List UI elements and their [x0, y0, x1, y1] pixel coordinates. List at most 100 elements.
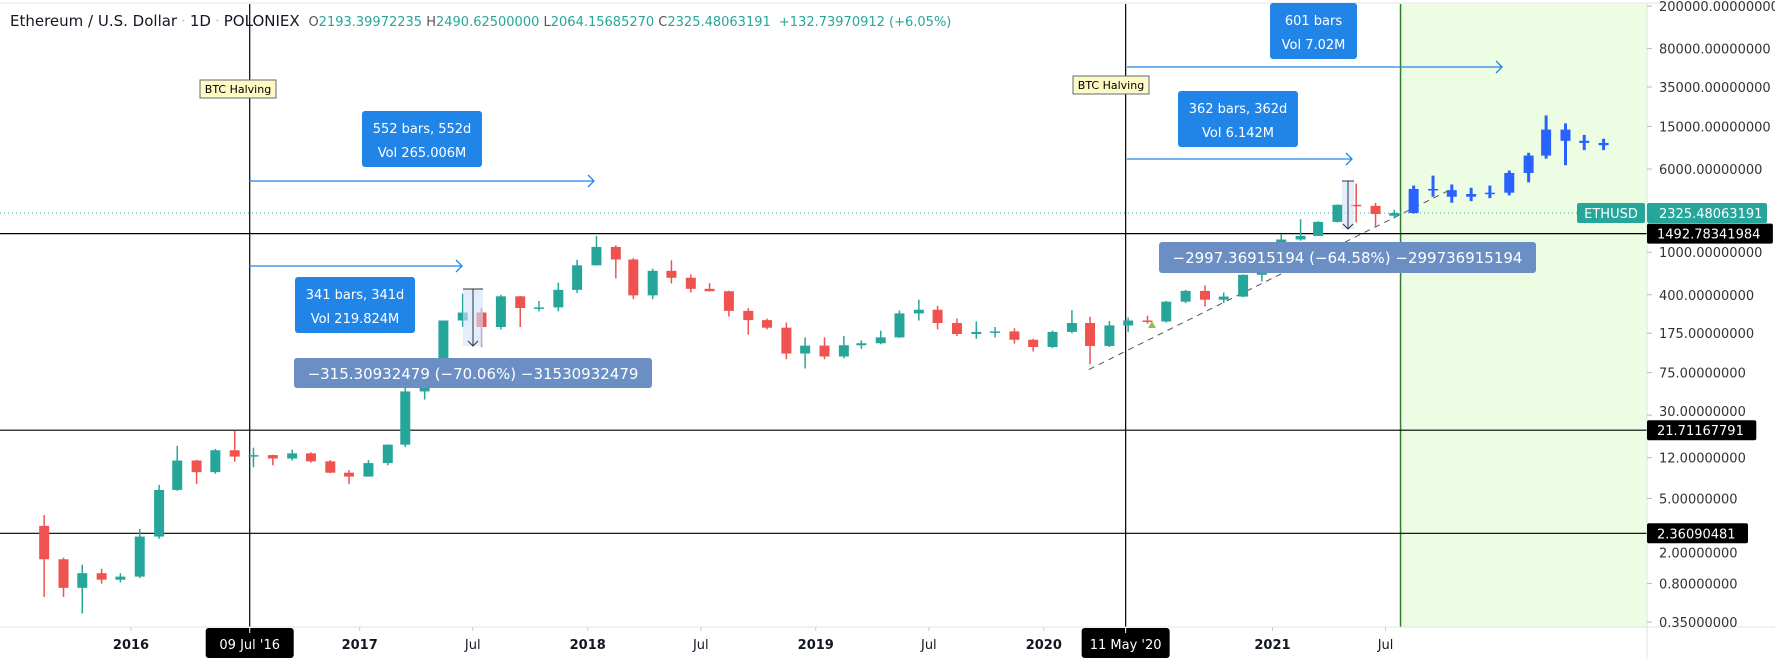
candle-body [1446, 190, 1457, 197]
projection-candle [1408, 185, 1419, 214]
projection-candle [1428, 175, 1439, 197]
interval[interactable]: 1D [189, 12, 211, 30]
date-range-bars-text: 362 bars, 362d [1189, 102, 1288, 117]
candle-body [1238, 274, 1249, 297]
candle-body [115, 576, 126, 580]
time-tick-label: 2021 [1254, 638, 1290, 653]
candle-body [800, 345, 811, 354]
candle [210, 448, 221, 474]
low-label: L [543, 15, 551, 30]
chart-header: Ethereum / U.S. Dollar · 1D · POLONIEX O2193… [10, 12, 952, 30]
date-range-volume-text: Vol 7.02M [1282, 38, 1346, 53]
price-range-label-box[interactable] [294, 358, 652, 388]
candle-body [1161, 301, 1172, 322]
price-tick-label: 30.00000000 [1659, 405, 1746, 420]
high-label: H [426, 15, 436, 30]
candle-body [1428, 188, 1439, 191]
candle-body [1047, 331, 1058, 348]
date-range-label-box[interactable] [362, 111, 482, 167]
candle [1123, 317, 1134, 332]
candle-body [1199, 290, 1210, 300]
symbol-tag-text: ETHUSD [1584, 207, 1638, 222]
candle [971, 321, 982, 339]
candle [1389, 209, 1400, 219]
candle-body [229, 450, 240, 457]
price-tick-label: 35000.00000000 [1659, 81, 1771, 96]
price-tick-label: 12.00000000 [1659, 452, 1746, 467]
level-price-tag [1647, 420, 1757, 441]
candle [248, 447, 259, 468]
halving-label-text: BTC Halving [1078, 79, 1144, 92]
candle [1295, 219, 1306, 241]
candle [553, 282, 564, 312]
candle-body [400, 391, 411, 445]
time-marker-tag [205, 628, 294, 658]
price-tick-label: 200000.00000000 [1659, 0, 1775, 15]
price-range-label-box[interactable] [1159, 242, 1536, 273]
price-tick-label: 0.35000000 [1659, 616, 1738, 631]
price-tick-label: 0.80000000 [1659, 578, 1738, 593]
symbol-name[interactable]: Ethereum / U.S. Dollar [10, 12, 178, 30]
candle-body [1598, 142, 1609, 146]
arrow-down-icon [467, 340, 479, 347]
date-range-bars-text: 341 bars, 341d [306, 288, 405, 303]
arrow-right-icon [455, 259, 463, 273]
time-tick-label: 2018 [570, 638, 606, 653]
candle [932, 305, 943, 330]
halving-label-box[interactable] [1072, 75, 1150, 95]
level-price-tag [1647, 223, 1773, 244]
last-price-tag [1647, 202, 1767, 223]
projection-candle [1523, 152, 1534, 183]
candle-body [382, 444, 393, 464]
candle-body [1009, 331, 1020, 340]
halving-label-box[interactable] [199, 79, 277, 99]
date-range-bars-text: 601 bars [1285, 14, 1343, 29]
candle-body [1579, 140, 1590, 143]
candle-body [287, 453, 298, 459]
candle [267, 454, 278, 466]
candle-body [990, 331, 1001, 333]
candle-body [572, 265, 583, 290]
time-marker-text: 09 Jul '16 [219, 638, 280, 653]
candle [344, 470, 355, 485]
candle [382, 444, 393, 466]
candle-body [305, 453, 316, 462]
candle-body [457, 312, 468, 321]
arrow-right-icon [1495, 60, 1503, 74]
candle-body [838, 345, 849, 357]
candle [457, 293, 468, 328]
close-value: 2325.48063191 [667, 15, 771, 30]
candle [1066, 310, 1077, 334]
candle [191, 459, 202, 485]
candle-body [96, 573, 107, 580]
candle [1313, 221, 1324, 236]
projection-candle [1560, 123, 1571, 166]
time-tick-label: 2020 [1026, 638, 1062, 653]
candle-body [1408, 188, 1419, 214]
candle-body [666, 270, 677, 278]
candle-body [723, 291, 734, 311]
candle [1009, 328, 1020, 344]
date-range-label-box[interactable] [295, 277, 415, 333]
change-value: +132.73970912 (+6.05%) [778, 15, 952, 30]
candle [1085, 316, 1096, 365]
candle [666, 260, 677, 284]
projection-candle [1541, 115, 1552, 159]
candle [610, 245, 621, 279]
symbol-tag [1577, 202, 1645, 223]
candle-body [134, 536, 145, 577]
candle [1370, 202, 1381, 228]
time-tick-label: 2016 [113, 638, 149, 653]
candle-body [628, 259, 639, 296]
candle [325, 460, 336, 474]
date-range-label-box[interactable] [1178, 91, 1298, 147]
candle-body [875, 337, 886, 344]
date-range-label-box[interactable] [1270, 3, 1357, 59]
candle-body [1523, 155, 1534, 173]
candle-body [267, 455, 278, 459]
future-zone [1400, 4, 1647, 627]
price-range-label-text: −315.30932479 (−70.06%) −31530932479 [308, 365, 639, 383]
time-tick-label: 2017 [342, 638, 378, 653]
trend-line[interactable] [1088, 188, 1453, 371]
